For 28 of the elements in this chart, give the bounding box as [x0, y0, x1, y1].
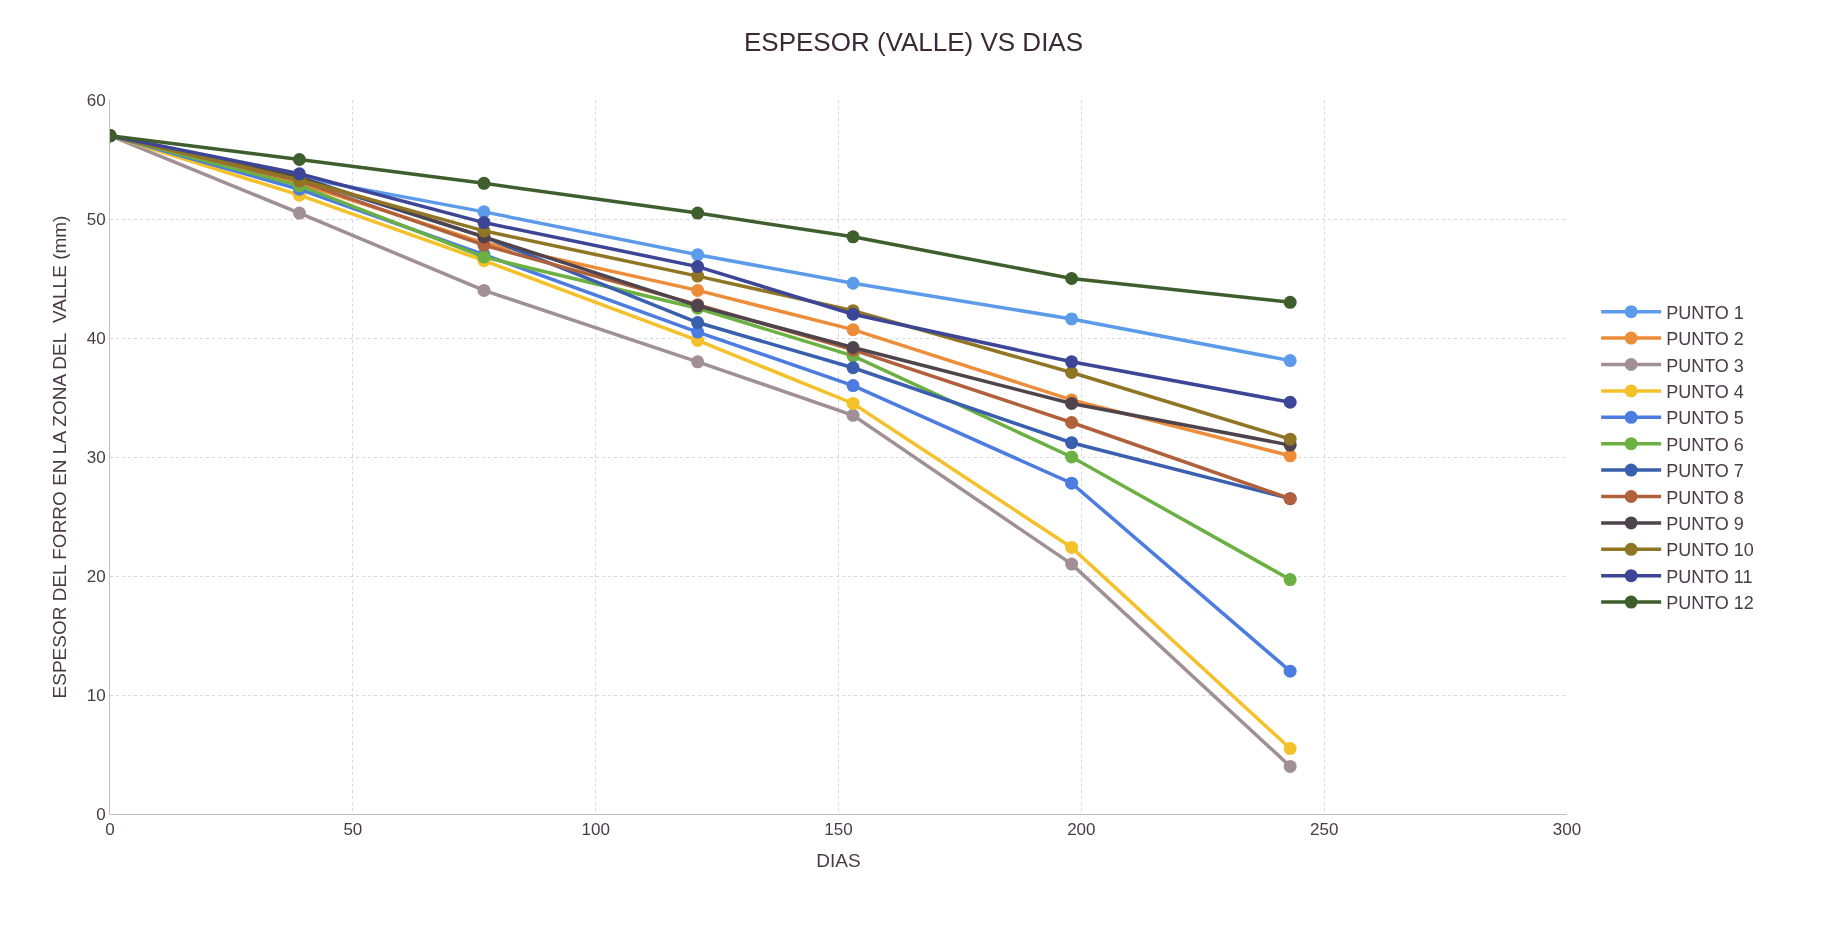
legend-label: PUNTO 12 — [1666, 593, 1754, 614]
y-tick-label: 40 — [86, 328, 106, 348]
y-tick-label: 0 — [96, 804, 106, 824]
x-tick-label: 200 — [1067, 820, 1096, 840]
x-tick-label: 250 — [1309, 820, 1339, 840]
x-tick-label: 150 — [824, 820, 853, 840]
chart-title: ESPESOR (VALLE) VS DIAS — [743, 26, 1084, 57]
legend-label: PUNTO 3 — [1666, 355, 1744, 376]
legend-label: PUNTO 1 — [1666, 302, 1744, 323]
legend-label: PUNTO 2 — [1666, 329, 1744, 350]
legend-label: PUNTO 5 — [1666, 408, 1744, 429]
y-tick-label: 20 — [86, 566, 106, 586]
legend-label: PUNTO 11 — [1666, 566, 1753, 587]
y-tick-label: 30 — [86, 447, 106, 467]
x-tick-label: 300 — [1552, 820, 1582, 840]
y-tick-label: 10 — [86, 685, 106, 705]
legend-label: PUNTO 9 — [1666, 513, 1744, 534]
x-tick-label: 50 — [343, 820, 363, 840]
x-axis-title: DIAS — [816, 850, 861, 872]
legend-label: PUNTO 4 — [1666, 381, 1744, 402]
y-tick-label: 60 — [86, 90, 106, 110]
legend-label: PUNTO 7 — [1666, 461, 1744, 482]
y-tick-label: 50 — [86, 209, 106, 229]
legend-label: PUNTO 10 — [1666, 540, 1754, 561]
legend-label: PUNTO 8 — [1666, 487, 1744, 508]
x-tick-label: 100 — [581, 820, 610, 840]
y-axis-title: ESPESOR DEL FORRO EN LA ZONA DEL VALLE (mm) — [48, 215, 70, 699]
legend-label: PUNTO 6 — [1666, 434, 1744, 455]
